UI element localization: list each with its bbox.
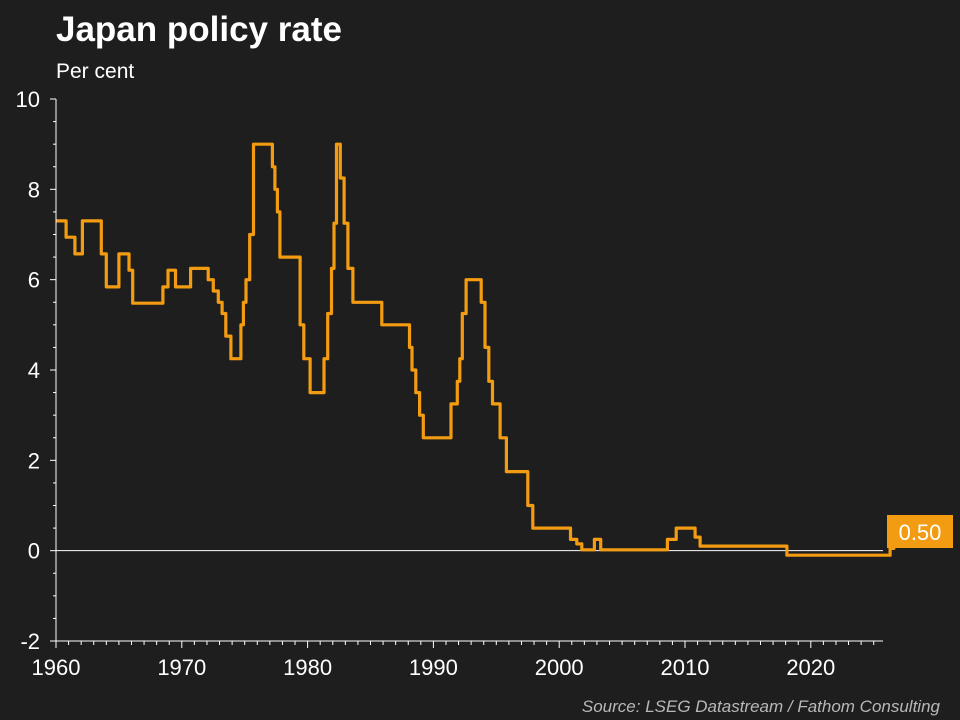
plot-area bbox=[56, 142, 907, 557]
x-tick-label: 1990 bbox=[409, 655, 458, 680]
y-tick-label: 6 bbox=[28, 268, 40, 293]
axes: -2 0 2 4 6 8 10 1960 1970 1980 1990 2000 2010 2020 bbox=[16, 87, 883, 680]
y-tick-label: 8 bbox=[28, 177, 40, 202]
x-tick-label: 1980 bbox=[283, 655, 332, 680]
x-tick-label: 2000 bbox=[535, 655, 584, 680]
chart-title: Japan policy rate bbox=[56, 10, 342, 49]
y-tick-label: 2 bbox=[28, 448, 40, 473]
series-line-0 bbox=[56, 142, 907, 557]
x-tick-label: 1970 bbox=[157, 655, 206, 680]
y-tick-label: -2 bbox=[20, 629, 40, 654]
chart-subtitle: Per cent bbox=[56, 60, 135, 83]
x-tick-label: 1960 bbox=[32, 655, 81, 680]
x-tick-label: 2020 bbox=[786, 655, 835, 680]
y-tick-label: 10 bbox=[16, 87, 40, 112]
end-value-label: 0.50 bbox=[899, 520, 942, 545]
end-value-label-box bbox=[887, 515, 953, 548]
end-label-group: 0.50 bbox=[887, 515, 953, 548]
y-tick-label: 4 bbox=[28, 358, 40, 383]
x-tick-label: 2010 bbox=[661, 655, 710, 680]
y-tick-label: 0 bbox=[28, 539, 40, 564]
source-note: Source: LSEG Datastream / Fathom Consult… bbox=[581, 697, 940, 716]
